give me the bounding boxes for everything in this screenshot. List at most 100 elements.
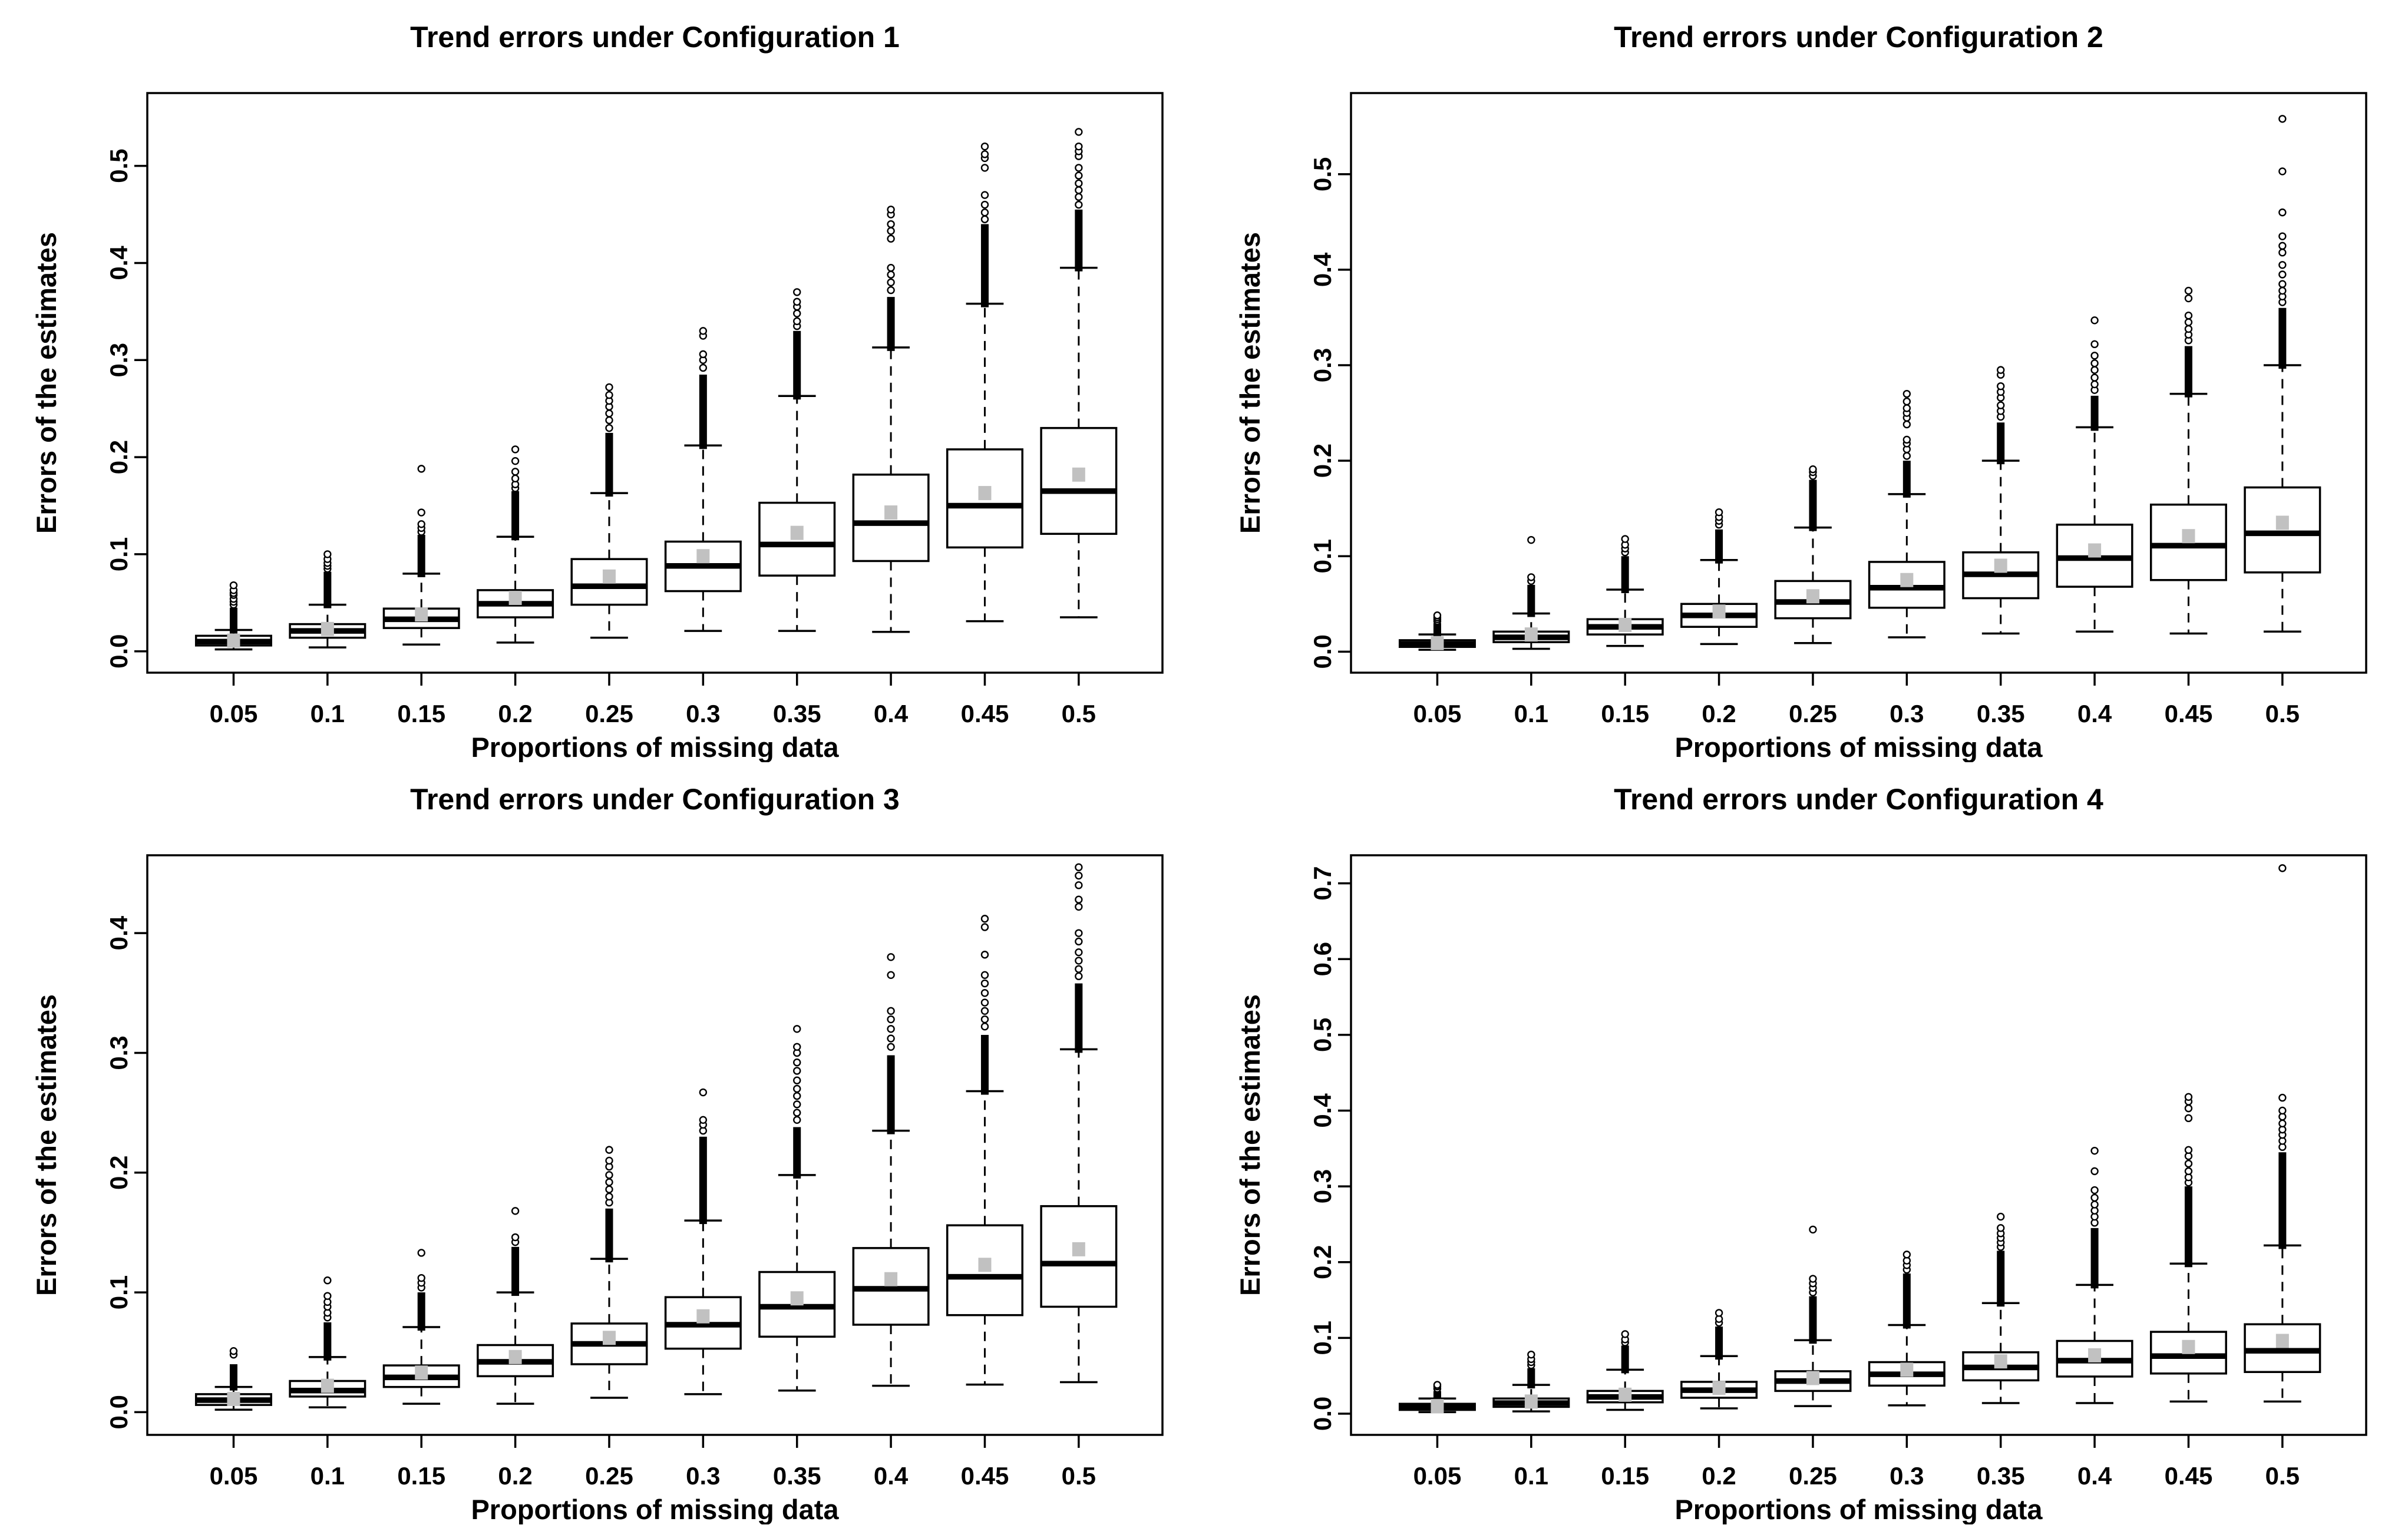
outlier-point xyxy=(605,1146,613,1154)
outlier-point xyxy=(793,317,801,326)
mean-marker xyxy=(696,549,710,564)
outlier-point xyxy=(1902,397,1911,406)
box-group xyxy=(194,581,272,651)
outlier-dense-column xyxy=(2278,1152,2287,1249)
x-tick-label: 0.05 xyxy=(210,700,258,727)
mean-marker xyxy=(1994,558,2007,573)
boxplot-chart: Trend errors under Configuration 3 0.0 0.1… xyxy=(31,783,1164,1524)
outlier-dense-column xyxy=(229,1364,237,1391)
outlier-point xyxy=(511,474,520,483)
mean-marker xyxy=(1994,1354,2007,1369)
outlier-dense-column xyxy=(417,534,425,577)
outlier-point xyxy=(793,1091,801,1100)
outlier-point xyxy=(980,142,989,151)
outlier-point xyxy=(1997,1224,2005,1232)
outlier-dense-column xyxy=(1075,209,1083,272)
mean-marker xyxy=(508,1349,522,1364)
mean-marker xyxy=(884,1272,898,1286)
outlier-dense-column xyxy=(1902,461,1911,498)
x-axis-title: Proportions of missing data xyxy=(471,1494,839,1524)
outlier-point xyxy=(980,209,989,217)
outlier-point xyxy=(793,1084,801,1093)
outlier-point xyxy=(793,1076,801,1084)
x-tick-label: 0.3 xyxy=(686,1462,720,1490)
outlier-dense-column xyxy=(2184,346,2192,398)
y-axis-title: Errors of the estimates xyxy=(31,232,62,534)
y-tick-label: 0.1 xyxy=(1309,539,1336,573)
x-tick-label: 0.35 xyxy=(1977,700,2025,727)
x-axis-title: Proportions of missing data xyxy=(471,732,839,762)
outlier-point xyxy=(980,979,989,988)
mean-marker xyxy=(227,1392,240,1407)
outlier-point xyxy=(887,234,895,243)
outlier-dense-column xyxy=(2278,307,2287,369)
outlier-dense-column xyxy=(605,1208,613,1263)
outlier-point xyxy=(1997,382,2005,391)
outlier-point xyxy=(887,227,895,235)
outlier-point xyxy=(1075,171,1083,180)
outlier-point xyxy=(2278,286,2287,295)
boxplot-chart: Trend errors under Configuration 1 0.0 0.1… xyxy=(31,21,1164,762)
outlier-point xyxy=(887,263,895,272)
outlier-dense-column xyxy=(793,330,801,400)
outlier-point xyxy=(1715,1309,1723,1317)
outlier-point xyxy=(1433,1381,1442,1389)
outlier-point xyxy=(605,1156,613,1165)
outlier-dense-column xyxy=(323,571,332,608)
outlier-point xyxy=(1075,200,1083,209)
box-group xyxy=(1680,508,1758,646)
outlier-point xyxy=(2090,359,2099,368)
box-group xyxy=(852,206,930,633)
outlier-point xyxy=(2184,325,2193,333)
outlier-point xyxy=(2090,1200,2099,1209)
outlier-point xyxy=(2090,1146,2099,1155)
outlier-point xyxy=(2278,249,2287,257)
x-axis-title: Proportions of missing data xyxy=(1674,1494,2043,1524)
mean-marker xyxy=(2088,1348,2102,1362)
box-group xyxy=(1492,535,1570,650)
x-tick-label: 0.05 xyxy=(1413,700,1462,727)
outlier-point xyxy=(1902,404,1911,412)
panel-config-1: Trend errors under Configuration 1 0.0 0.1… xyxy=(0,0,1204,762)
outlier-dense-column xyxy=(699,374,707,449)
outlier-point xyxy=(887,1015,895,1024)
mean-marker xyxy=(978,486,992,501)
outlier-point xyxy=(2184,294,2193,303)
mean-marker xyxy=(1806,589,1819,604)
outlier-point xyxy=(511,445,520,454)
mean-marker xyxy=(1618,1387,1632,1402)
outlier-point xyxy=(1075,929,1083,937)
outlier-dense-column xyxy=(323,1322,332,1361)
outlier-point xyxy=(1527,535,1535,544)
plot-frame xyxy=(1350,92,2367,674)
y-tick-label: 0.0 xyxy=(105,1395,133,1429)
outlier-point xyxy=(1075,164,1083,172)
y-tick-label: 0.3 xyxy=(105,343,133,377)
mean-marker xyxy=(1900,1362,1914,1377)
outlier-point xyxy=(2090,380,2099,389)
outlier-dense-column xyxy=(2090,1228,2099,1289)
x-tick-label: 0.45 xyxy=(961,700,1009,727)
outlier-point xyxy=(887,1007,895,1015)
outlier-dense-column xyxy=(1621,1345,1629,1374)
outlier-point xyxy=(417,1273,425,1282)
outlier-point xyxy=(2184,1146,2193,1154)
outlier-point xyxy=(980,1015,989,1024)
mean-marker xyxy=(2275,515,2289,530)
box-group xyxy=(664,327,742,632)
outlier-point xyxy=(793,1058,801,1067)
outlier-point xyxy=(980,915,989,923)
outlier-point xyxy=(980,989,989,997)
outlier-dense-column xyxy=(1621,556,1629,593)
y-tick-label: 0.4 xyxy=(1309,1093,1336,1128)
outlier-point xyxy=(2184,312,2193,320)
x-tick-label: 0.15 xyxy=(1601,700,1649,727)
outlier-dense-column xyxy=(1902,1273,1911,1329)
x-tick-label: 0.05 xyxy=(1413,1462,1462,1490)
x-tick-label: 0.05 xyxy=(210,1462,258,1490)
outlier-dense-column xyxy=(980,224,989,307)
outlier-point xyxy=(887,953,895,961)
outlier-point xyxy=(887,1043,895,1051)
mean-marker xyxy=(790,525,804,540)
outlier-point xyxy=(1075,972,1083,981)
